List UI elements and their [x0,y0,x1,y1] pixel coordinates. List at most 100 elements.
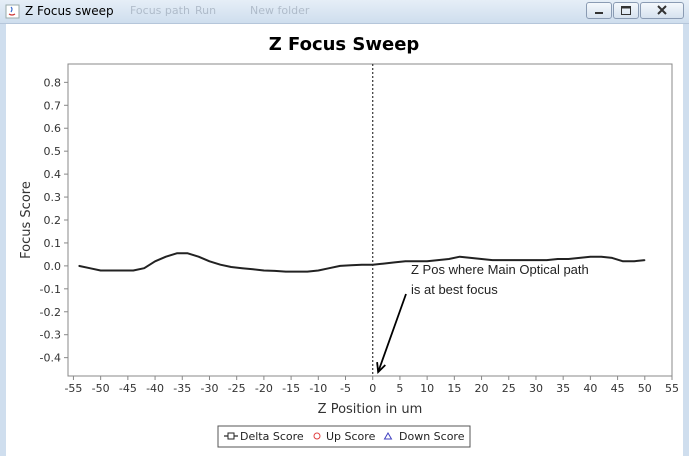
x-tick-label: 40 [583,382,597,395]
data-point [339,265,341,267]
data-point [295,271,298,273]
y-tick-label: 0.7 [44,99,62,112]
maximize-button[interactable] [613,2,639,19]
legend-label-up-score: Up Score [326,430,376,443]
minimize-button[interactable] [586,2,612,19]
data-point [437,259,439,261]
y-tick-label: 0.0 [44,260,62,273]
data-point [361,264,363,266]
y-tick-label: 0.6 [44,122,62,135]
x-tick-label: 45 [611,382,625,395]
data-point [470,257,472,259]
x-tick-label: -35 [173,382,191,395]
y-tick-label: 0.8 [44,76,62,89]
window-frame-right [683,24,689,456]
window-frame-left [0,24,6,456]
legend-item-delta-score: Delta Score [224,430,304,443]
annotation-line-2: is at best focus [411,282,498,297]
legend-item-up-score: Up Score [313,430,376,443]
legend-label-delta-score: Delta Score [240,430,304,443]
plot-area [67,63,673,377]
data-point [252,268,254,270]
data-point [415,260,417,262]
minimize-icon [595,12,603,14]
data-point [350,264,352,266]
x-tick-label: -20 [255,382,273,395]
legend-label-down-score: Down Score [399,430,465,443]
data-point [165,256,167,258]
data-point [491,259,494,261]
title-bar[interactable]: Z Focus sweep Focus path Run New folder [0,0,689,24]
data-point [317,269,319,272]
data-point [328,267,330,269]
annotation-arrow [377,293,407,373]
y-tick-label: 0.4 [44,168,62,181]
data-point [219,264,221,266]
ghost-menu-item: Focus path [130,4,190,17]
data-point [187,252,189,254]
ghost-menu-item: Run [195,4,217,17]
annotation: Z Pos where Main Optical path is at best… [376,262,589,374]
y-tick-label: 0.5 [44,145,62,158]
circle-marker-icon [313,432,321,440]
focus-sweep-chart: Z Focus Sweep -0.4 -0.3 -0.2 -0.1 0.0 0.1 0.2 0… [6,24,683,456]
data-point [372,264,374,266]
x-tick-label: 25 [502,382,516,395]
x-axis-label: Z Position in um [318,402,423,417]
data-point [110,269,113,272]
x-tick-label: 50 [638,382,652,395]
data-point [426,260,428,262]
square-marker-icon [227,432,235,440]
x-tick-label: 30 [529,382,543,395]
data-point [546,259,548,261]
y-tick-label: -0.1 [40,283,61,296]
data-point [480,258,483,260]
y-tick-label: -0.2 [40,306,61,319]
ghost-menu-item: New folder [250,4,310,17]
data-point [393,261,396,264]
data-point [121,269,124,272]
x-tick-label: 20 [475,382,489,395]
maximize-icon [621,6,631,15]
x-tick-label: -40 [146,382,164,395]
legend: Delta Score Up Score Down Score [217,425,471,448]
data-point [404,260,406,262]
x-tick-label: -10 [309,382,327,395]
data-point [644,259,646,261]
data-point [633,260,635,262]
data-point [154,260,156,262]
data-point [132,269,134,272]
x-tick-label: -5 [340,382,351,395]
data-point [285,271,287,273]
data-point [230,266,232,268]
x-axis: -55 -50 -45 -40 -35 -30 -25 -20 -15 -10 -5 0 5 10 15 20… [64,376,679,395]
x-tick-label: 35 [556,382,570,395]
legend-item-down-score: Down Score [383,430,465,443]
x-tick-label: -30 [200,382,218,395]
close-button[interactable] [640,2,684,19]
x-tick-label: -25 [228,382,246,395]
data-point [578,257,581,259]
data-point [502,259,504,261]
x-tick-label: 10 [420,382,434,395]
x-tick-label: -55 [64,382,82,395]
close-icon [657,5,667,15]
x-tick-label: 55 [665,382,679,395]
x-tick-label: 15 [447,382,461,395]
data-point [568,258,570,260]
data-point [448,258,450,260]
chart-title: Z Focus Sweep [269,34,420,55]
data-point [100,269,102,272]
y-tick-label: -0.3 [40,329,61,342]
series-group [78,252,646,273]
data-point [263,269,265,272]
data-point [611,257,613,259]
data-point [383,262,385,265]
x-tick-label: -15 [282,382,300,395]
triangle-marker-icon [383,432,393,440]
data-point [622,260,624,262]
data-point [535,259,537,261]
legend-box [217,425,471,448]
data-point [513,259,515,261]
data-point [600,256,602,258]
